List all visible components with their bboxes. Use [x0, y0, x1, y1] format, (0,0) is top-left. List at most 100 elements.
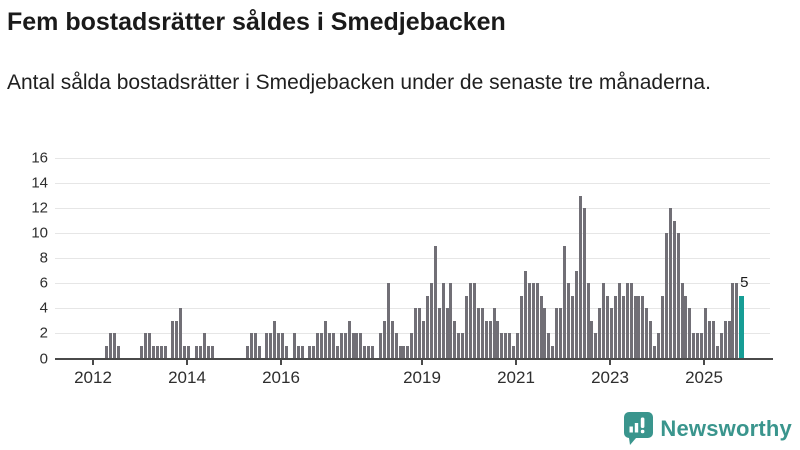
- newsworthy-logo-text: Newsworthy: [660, 415, 792, 441]
- bar: [570, 295, 574, 358]
- bar: [112, 333, 116, 358]
- bar: [316, 333, 320, 358]
- bar: [245, 345, 249, 358]
- bar: [508, 333, 512, 358]
- x-axis-tick-label: 2014: [168, 368, 206, 387]
- gridline: [55, 283, 770, 284]
- bar: [590, 320, 594, 358]
- bar: [684, 295, 688, 358]
- bar-current-highlighted: [739, 295, 745, 358]
- bar: [711, 320, 715, 358]
- bar: [657, 333, 661, 358]
- x-axis-tick-label: 2012: [74, 368, 112, 387]
- bar: [461, 333, 465, 358]
- bar: [441, 283, 445, 358]
- x-axis-tick: [609, 360, 611, 365]
- bar: [617, 283, 621, 358]
- bar: [151, 345, 155, 358]
- bar: [469, 283, 473, 358]
- bar: [422, 320, 426, 358]
- bar: [351, 333, 355, 358]
- last-value-label: 5: [740, 273, 749, 291]
- bar: [516, 333, 520, 358]
- y-axis-tick-label: 10: [31, 224, 48, 242]
- bar: [547, 333, 551, 358]
- bar: [425, 295, 429, 358]
- bar: [108, 333, 112, 358]
- bar: [610, 308, 614, 358]
- bar: [586, 283, 590, 358]
- x-axis-tick-label: 2025: [685, 368, 723, 387]
- bar: [163, 345, 167, 358]
- bar: [598, 308, 602, 358]
- bar: [355, 333, 359, 358]
- bar: [410, 333, 414, 358]
- x-axis-tick: [515, 360, 517, 365]
- bar: [692, 333, 696, 358]
- bar: [715, 345, 719, 358]
- bar: [472, 283, 476, 358]
- y-axis-tick-label: 14: [31, 174, 48, 192]
- bar: [418, 308, 422, 358]
- bar: [300, 345, 304, 358]
- bar: [187, 345, 191, 358]
- bar: [347, 320, 351, 358]
- bar: [257, 345, 261, 358]
- bar: [449, 283, 453, 358]
- bar: [143, 333, 147, 358]
- bar: [735, 283, 739, 358]
- bar: [159, 345, 163, 358]
- y-axis-tick-label: 12: [31, 199, 48, 217]
- bar: [371, 345, 375, 358]
- x-axis-tick: [92, 360, 94, 365]
- bar: [653, 345, 657, 358]
- bar: [731, 283, 735, 358]
- bar: [339, 333, 343, 358]
- bar: [183, 345, 187, 358]
- bar: [633, 295, 637, 358]
- bar: [672, 220, 676, 358]
- bar: [457, 333, 461, 358]
- bar: [445, 308, 449, 358]
- bar: [465, 295, 469, 358]
- bar: [559, 308, 563, 358]
- gridline: [55, 308, 770, 309]
- newsworthy-branding: Newsworthy: [624, 412, 792, 445]
- bar: [700, 333, 704, 358]
- bar: [727, 320, 731, 358]
- bar: [629, 283, 633, 358]
- chart-subtitle: Antal sålda bostadsrätter i Smedjebacken…: [7, 71, 711, 94]
- bar: [723, 320, 727, 358]
- bar: [284, 345, 288, 358]
- newsworthy-logo-icon: [624, 412, 654, 445]
- x-axis-tick: [280, 360, 282, 365]
- bar: [116, 345, 120, 358]
- bar: [433, 245, 437, 358]
- bar: [582, 208, 586, 358]
- bar: [688, 308, 692, 358]
- bar: [265, 333, 269, 358]
- bar: [202, 333, 206, 358]
- bar: [328, 333, 332, 358]
- x-axis-tick: [186, 360, 188, 365]
- bar: [398, 345, 402, 358]
- bar: [621, 295, 625, 358]
- y-axis-tick-label: 8: [39, 249, 48, 267]
- bar: [500, 333, 504, 358]
- bar: [649, 320, 653, 358]
- bar: [602, 283, 606, 358]
- bar: [660, 295, 664, 358]
- bar: [194, 345, 198, 358]
- bar: [704, 308, 708, 358]
- bar: [664, 233, 668, 358]
- bar: [414, 308, 418, 358]
- bar: [437, 308, 441, 358]
- bar: [210, 345, 214, 358]
- bar: [543, 308, 547, 358]
- bar: [535, 283, 539, 358]
- bar: [382, 320, 386, 358]
- bar: [680, 283, 684, 358]
- y-axis-tick-label: 4: [39, 299, 48, 317]
- bar: [555, 308, 559, 358]
- bar: [578, 195, 582, 358]
